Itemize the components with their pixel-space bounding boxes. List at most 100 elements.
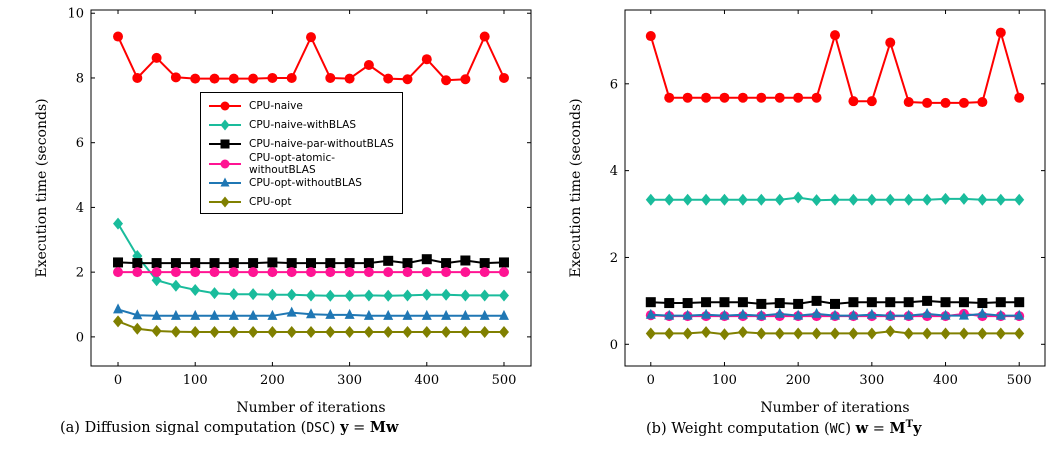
- data-point: [363, 267, 374, 278]
- data-point: [756, 193, 767, 206]
- data-point: [774, 327, 785, 340]
- legend-label: CPU-naive: [249, 99, 303, 112]
- data-point: [421, 309, 432, 320]
- data-point: [383, 326, 394, 339]
- data-point: [701, 193, 712, 206]
- data-point: [479, 267, 490, 278]
- chart-legend: CPU-naive CPU-naive-withBLAS CPU-naive-p…: [200, 92, 403, 214]
- data-point: [383, 255, 394, 266]
- data-point: [995, 193, 1006, 206]
- data-point: [190, 309, 201, 320]
- data-point: [903, 297, 914, 308]
- data-point: [830, 298, 840, 309]
- data-point: [267, 288, 278, 301]
- data-point: [756, 309, 767, 320]
- caption-eq-lhs: w: [855, 419, 869, 437]
- data-point: [848, 309, 859, 320]
- data-point: [267, 72, 278, 83]
- y-tick-label: 2: [76, 266, 84, 281]
- data-point: [1014, 297, 1025, 308]
- data-point: [306, 308, 316, 319]
- x-tick-label: 500: [492, 373, 517, 388]
- caption-eq-rhs: M: [889, 419, 906, 437]
- data-point: [498, 289, 509, 302]
- data-point: [737, 193, 748, 206]
- data-point: [866, 297, 877, 308]
- caption-suffix: ): [845, 420, 856, 437]
- data-point: [479, 326, 490, 339]
- data-point: [190, 267, 201, 278]
- legend-label: CPU-opt-atomic-withoutBLAS: [249, 151, 336, 176]
- figure-caption-wc: (b) Weight computation (WC) w = MTy: [646, 419, 921, 437]
- data-point: [267, 257, 278, 268]
- data-point: [682, 327, 693, 340]
- data-point: [151, 274, 162, 287]
- data-point: [151, 52, 162, 63]
- data-point: [498, 257, 509, 268]
- data-point: [922, 307, 933, 318]
- data-point: [737, 326, 748, 339]
- data-point: [421, 267, 432, 278]
- data-point: [363, 60, 374, 71]
- data-point: [248, 288, 259, 301]
- data-point: [170, 72, 181, 83]
- data-point: [460, 74, 471, 85]
- legend-label: CPU-naive-withBLAS: [249, 118, 357, 131]
- data-point: [306, 326, 316, 339]
- data-point: [170, 309, 181, 320]
- data-point: [719, 193, 730, 206]
- data-point: [286, 326, 297, 339]
- data-point: [719, 92, 730, 103]
- data-point: [793, 92, 804, 103]
- x-axis-label: Number of iterations: [760, 400, 909, 416]
- data-point: [170, 258, 181, 269]
- data-point: [995, 297, 1006, 308]
- data-point: [682, 92, 693, 103]
- y-tick-label: 0: [610, 338, 618, 353]
- data-point: [248, 309, 259, 320]
- data-point: [325, 326, 336, 339]
- data-point: [228, 258, 239, 269]
- data-point: [498, 72, 509, 83]
- data-point: [363, 326, 374, 339]
- data-point: [402, 74, 413, 85]
- data-point: [113, 267, 124, 278]
- data-point: [701, 308, 712, 319]
- x-tick-label: 200: [260, 373, 285, 388]
- x-tick-label: 200: [786, 373, 811, 388]
- data-point: [885, 309, 896, 320]
- data-point: [383, 309, 394, 320]
- data-point: [306, 32, 316, 43]
- data-point: [866, 327, 877, 340]
- data-point: [248, 73, 259, 84]
- data-point: [922, 193, 933, 206]
- data-point: [756, 327, 767, 340]
- data-point: [344, 289, 355, 302]
- data-point: [209, 326, 220, 339]
- y-tick-label: 0: [76, 330, 84, 345]
- data-point: [664, 298, 675, 309]
- data-point: [848, 193, 859, 206]
- legend-entry: CPU-opt: [207, 192, 396, 211]
- legend-label: CPU-naive-par-withoutBLAS: [249, 138, 394, 151]
- data-point: [402, 267, 413, 278]
- data-point: [922, 295, 933, 306]
- data-point: [756, 298, 767, 309]
- data-point: [958, 327, 969, 340]
- data-point: [460, 309, 471, 320]
- data-point: [402, 309, 413, 320]
- x-tick-label: 0: [114, 373, 122, 388]
- data-point: [209, 267, 220, 278]
- data-point: [848, 297, 859, 308]
- data-point: [958, 192, 969, 205]
- data-point: [995, 27, 1006, 38]
- data-point: [190, 73, 201, 84]
- data-point: [903, 309, 914, 320]
- series-line: [649, 28, 1021, 104]
- data-point: [664, 309, 675, 320]
- y-tick-label: 2: [610, 251, 618, 266]
- plot-frame: [90, 9, 532, 367]
- figure-caption-dsc: (a) Diffusion signal computation (DSC) y…: [60, 419, 398, 436]
- data-point: [344, 267, 355, 278]
- caption-eq-mid: =: [868, 420, 890, 437]
